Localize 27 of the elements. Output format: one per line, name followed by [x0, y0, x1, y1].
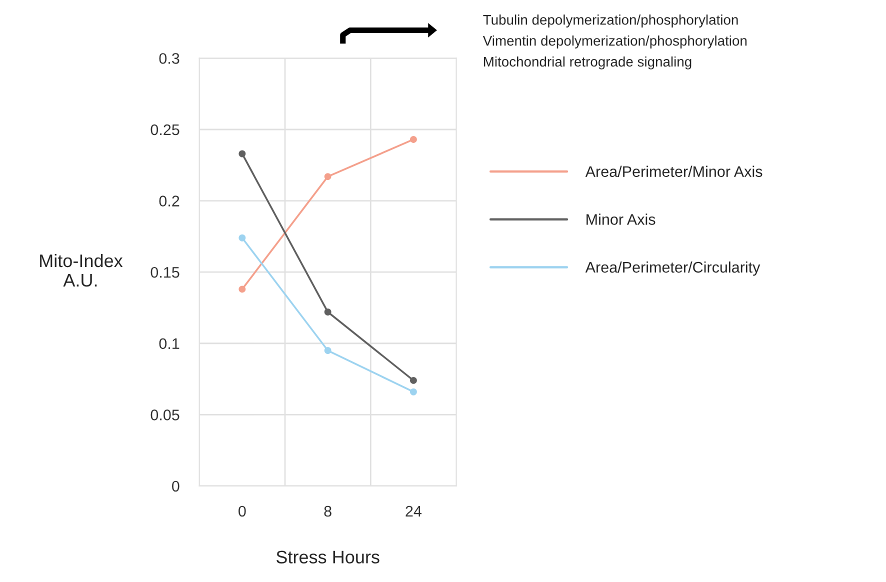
legend-label: Area/Perimeter/Minor Axis: [585, 166, 762, 177]
point: [324, 173, 332, 180]
point: [324, 347, 332, 354]
y-tick-label: 0.2: [159, 196, 180, 206]
y-axis-title: Mito-Index A.U.: [40, 254, 123, 287]
legend-label: Minor Axis: [586, 214, 656, 225]
y-tick-label: 0.15: [150, 266, 180, 278]
x-tick-label: 24: [406, 506, 422, 516]
legend-label: Area/Perimeter/Circularity: [585, 261, 760, 276]
x-tick-label: 8: [324, 506, 332, 517]
y-tick-label: 0.25: [150, 124, 180, 136]
text: Tubulin depolymerization/phosphorylation: [483, 14, 738, 28]
point: [410, 376, 417, 384]
text: Mitochondrial retrograde signaling: [484, 56, 692, 70]
point: [410, 136, 417, 143]
y-tick-label: 0.3: [159, 53, 180, 64]
point: [238, 234, 246, 242]
y-tick-label: 0.05: [150, 410, 180, 420]
point: [324, 308, 332, 316]
point: [410, 388, 417, 396]
x-tick-label: 0: [238, 506, 246, 517]
y-tick-label: 0.1: [159, 338, 180, 350]
y-tick-label: 0: [172, 480, 180, 492]
point: [238, 150, 246, 158]
text: Vimentin depolymerization/phosphorylation: [482, 36, 747, 48]
point: [238, 286, 246, 293]
x-axis-title: Stress Hours: [276, 550, 380, 564]
